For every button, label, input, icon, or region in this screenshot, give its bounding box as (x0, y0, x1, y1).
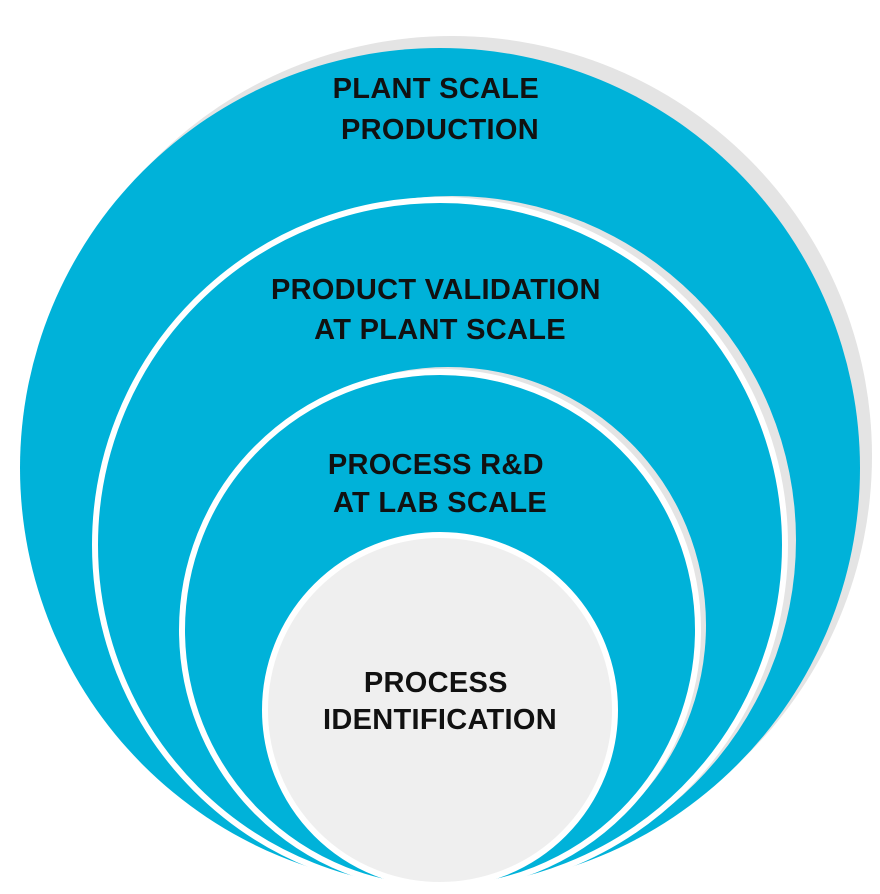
layer-4-label-line-1: PROCESS (364, 667, 508, 699)
layer-3-label: PROCESS R&D AT LAB SCALE (328, 449, 552, 519)
layer-1-label-line-1: PLANT SCALE (333, 73, 539, 105)
layer-process-identification (262, 532, 618, 888)
layer-2-label-line-2: AT PLANT SCALE (314, 314, 566, 346)
layer-4-label: PROCESS IDENTIFICATION (323, 667, 557, 736)
layer-1-label: PLANT SCALE PRODUCTION (333, 73, 548, 146)
layer-4-circle (262, 532, 618, 888)
layer-3-label-line-2: AT LAB SCALE (333, 487, 547, 519)
layer-2-label: PRODUCT VALIDATION AT PLANT SCALE (271, 274, 609, 346)
layer-1-label-line-2: PRODUCTION (341, 114, 539, 146)
layer-3-label-line-1: PROCESS R&D (328, 449, 544, 481)
layer-4-label-line-2: IDENTIFICATION (323, 704, 557, 736)
layer-2-label-line-1: PRODUCT VALIDATION (271, 274, 601, 306)
